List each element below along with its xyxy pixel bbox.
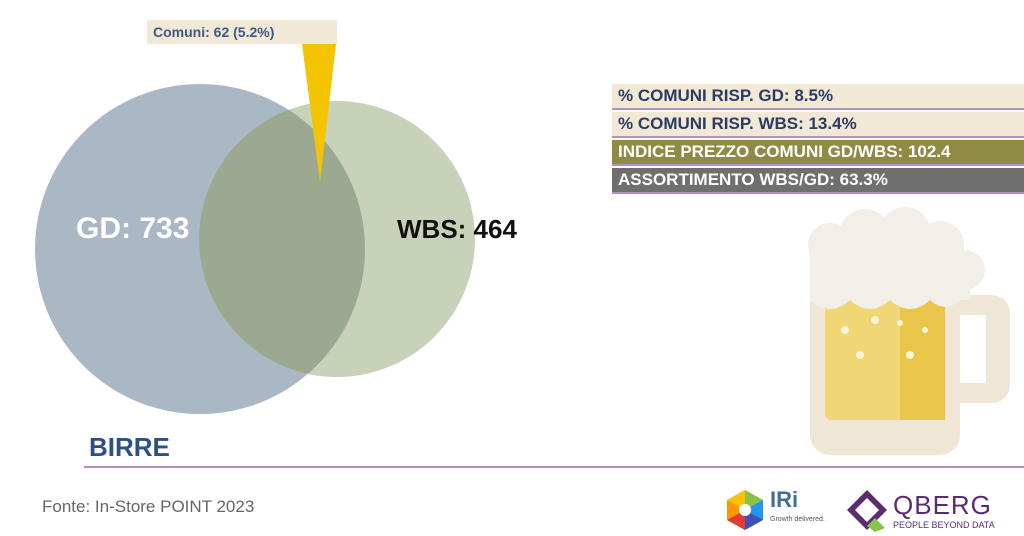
- source-note: Fonte: In-Store POINT 2023: [42, 497, 255, 516]
- stat-common-wbs: % COMUNI RISP. WBS: 13.4%: [612, 112, 1024, 138]
- qberg-logo-name: QBERG: [893, 490, 992, 520]
- stat-common-gd: % COMUNI RISP. GD: 8.5%: [612, 84, 1024, 110]
- iri-logo-icon: [727, 490, 763, 530]
- qberg-logo-icon: [847, 490, 887, 532]
- beer-mug-icon: [808, 207, 1010, 455]
- title-underline: [84, 466, 1024, 468]
- stat-price-index: INDICE PREZZO COMUNI GD/WBS: 102.4: [612, 140, 1024, 166]
- wbs-count-label: WBS: 464: [397, 214, 517, 244]
- gd-count-label: GD: 733: [76, 212, 190, 245]
- qberg-logo-tagline: PEOPLE BEYOND DATA: [893, 520, 995, 530]
- iri-logo-name: IRi: [770, 487, 799, 512]
- stats-panel: % COMUNI RISP. GD: 8.5% % COMUNI RISP. W…: [612, 84, 1024, 196]
- iri-logo-tagline: Growth delivered.: [770, 516, 825, 523]
- overlap-callout: Comuni: 62 (5.2%): [147, 20, 337, 44]
- stat-assortment: ASSORTIMENTO WBS/GD: 63.3%: [612, 168, 1024, 194]
- category-title: BIRRE: [89, 432, 170, 462]
- callout-pointer: [302, 44, 336, 182]
- venn-overlap: [199, 101, 365, 377]
